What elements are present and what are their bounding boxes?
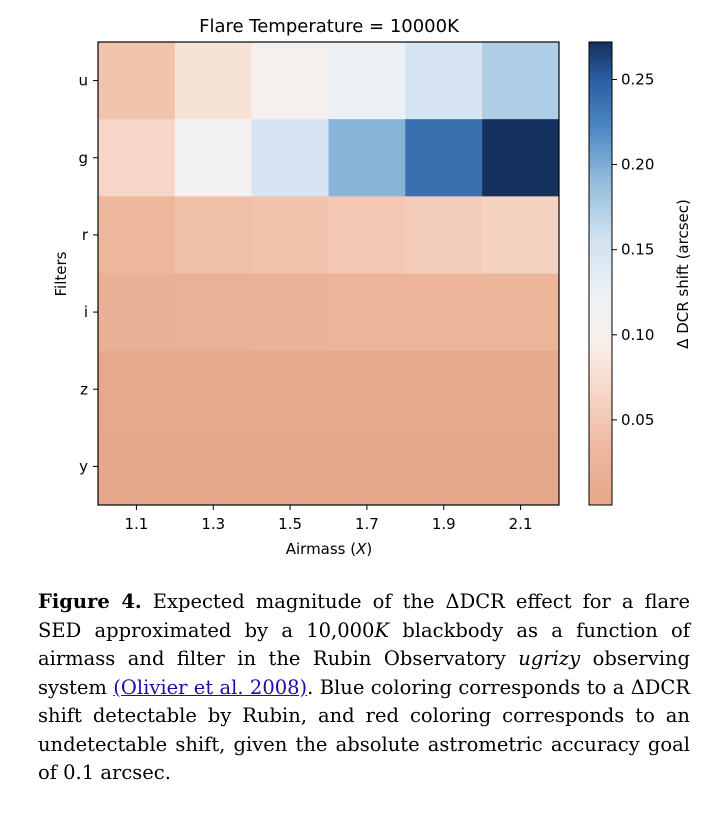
plot-frame xyxy=(97,41,560,506)
heatmap-cell-z-1.5 xyxy=(251,350,329,429)
heatmap-cell-y-1.7 xyxy=(328,427,406,506)
heatmap-cell-i-2.1 xyxy=(482,273,560,352)
heatmap-cell-r-1.9 xyxy=(405,196,483,274)
citation-link[interactable]: (Olivier et al. 2008) xyxy=(113,675,308,699)
y-axis-label: Filters xyxy=(52,251,70,296)
caption-text-2: blackbody as a function of airmass and f… xyxy=(38,618,690,671)
colorbar-ticks: 0.05 0.10 0.15 0.20 0.25 xyxy=(612,70,654,429)
heatmap-cell-y-1.5 xyxy=(251,427,329,506)
heatmap-cells xyxy=(98,42,560,506)
heatmap-cell-u-1.1 xyxy=(98,42,176,120)
y-tick-label: u xyxy=(78,72,88,90)
heatmap-cell-u-1.5 xyxy=(251,42,329,120)
heatmap-cell-r-1.5 xyxy=(251,196,329,274)
heatmap-cell-y-1.9 xyxy=(405,427,483,506)
x-axis-label-text: Airmass (X) xyxy=(286,540,373,558)
heatmap-cell-g-1.7 xyxy=(328,119,406,197)
heatmap-cell-z-1.1 xyxy=(98,350,176,429)
heatmap-cell-i-1.9 xyxy=(405,273,483,352)
x-axis-label: Airmass (X) xyxy=(286,540,373,558)
caption-text-3: observing system xyxy=(38,647,691,699)
heatmap-cell-i-1.7 xyxy=(328,273,406,352)
heatmap-cell-u-2.1 xyxy=(482,42,560,120)
y-axis-ticks: u g r i z y xyxy=(78,72,98,475)
heatmap-cell-r-1.1 xyxy=(98,196,176,274)
caption-ugrizy: ugrizy xyxy=(518,647,581,670)
x-tick-label: 1.1 xyxy=(124,515,148,533)
caption-text-4: . Blue coloring corresponds to a ΔDCR sh… xyxy=(38,675,691,785)
heatmap-cell-g-2.1 xyxy=(482,119,560,197)
heatmap-cell-z-1.9 xyxy=(405,350,483,429)
y-tick-label: i xyxy=(84,303,88,321)
colorbar-tick-label: 0.10 xyxy=(621,326,654,344)
y-tick-label: g xyxy=(78,149,88,167)
x-tick-label: 1.5 xyxy=(278,515,302,533)
x-tick-label: 1.9 xyxy=(432,515,456,533)
heatmap-cell-g-1.9 xyxy=(405,119,483,197)
colorbar-tick-label: 0.05 xyxy=(621,411,654,429)
caption-label: Figure 4. xyxy=(38,590,142,613)
colorbar-tick-label: 0.15 xyxy=(621,241,654,259)
colorbar-label: Δ DCR shift (arcsec) xyxy=(674,199,692,349)
x-tick-label: 2.1 xyxy=(509,515,533,533)
heatmap-cell-i-1.5 xyxy=(251,273,329,352)
heatmap-cell-z-1.3 xyxy=(174,350,253,429)
heatmap-figure: Flare Temperature = 10000K 1.1 1.3 1.5 1.7 1… xyxy=(52,16,692,558)
heatmap-cell-i-1.3 xyxy=(174,273,253,352)
colorbar-tick-label: 0.20 xyxy=(621,156,654,174)
heatmap-cell-z-1.7 xyxy=(328,350,406,429)
heatmap-cell-g-1.3 xyxy=(174,119,253,197)
heatmap-cell-g-1.1 xyxy=(98,119,176,197)
x-tick-label: 1.3 xyxy=(201,515,225,533)
colorbar-tick-label: 0.25 xyxy=(621,70,654,88)
x-tick-label: 1.7 xyxy=(355,515,379,533)
heatmap-cell-u-1.7 xyxy=(328,42,406,120)
colorbar xyxy=(588,41,613,506)
y-tick-label: z xyxy=(80,380,88,398)
heatmap-cell-z-2.1 xyxy=(482,350,560,429)
heatmap-cell-g-1.5 xyxy=(251,119,329,197)
y-tick-label: r xyxy=(82,226,89,244)
heatmap-cell-i-1.1 xyxy=(98,273,176,352)
x-axis-ticks: 1.1 1.3 1.5 1.7 1.9 2.1 xyxy=(124,505,533,533)
heatmap-cell-r-2.1 xyxy=(482,196,560,274)
heatmap-cell-r-1.3 xyxy=(174,196,253,274)
figure-caption: Figure 4. Expected magnitude of the ΔDCR… xyxy=(38,588,690,788)
heatmap-cell-y-1.3 xyxy=(174,427,253,506)
heatmap-cell-u-1.3 xyxy=(174,42,253,120)
heatmap-cell-y-2.1 xyxy=(482,427,560,506)
heatmap-cell-r-1.7 xyxy=(328,196,406,274)
chart-title: Flare Temperature = 10000K xyxy=(199,16,460,37)
caption-text-1: Expected magnitude of the ΔDCR effect fo… xyxy=(38,590,690,642)
y-tick-label: y xyxy=(79,457,88,475)
heatmap-cell-y-1.1 xyxy=(98,427,176,506)
heatmap-cell-u-1.9 xyxy=(405,42,483,120)
caption-k-unit: K xyxy=(374,618,390,642)
